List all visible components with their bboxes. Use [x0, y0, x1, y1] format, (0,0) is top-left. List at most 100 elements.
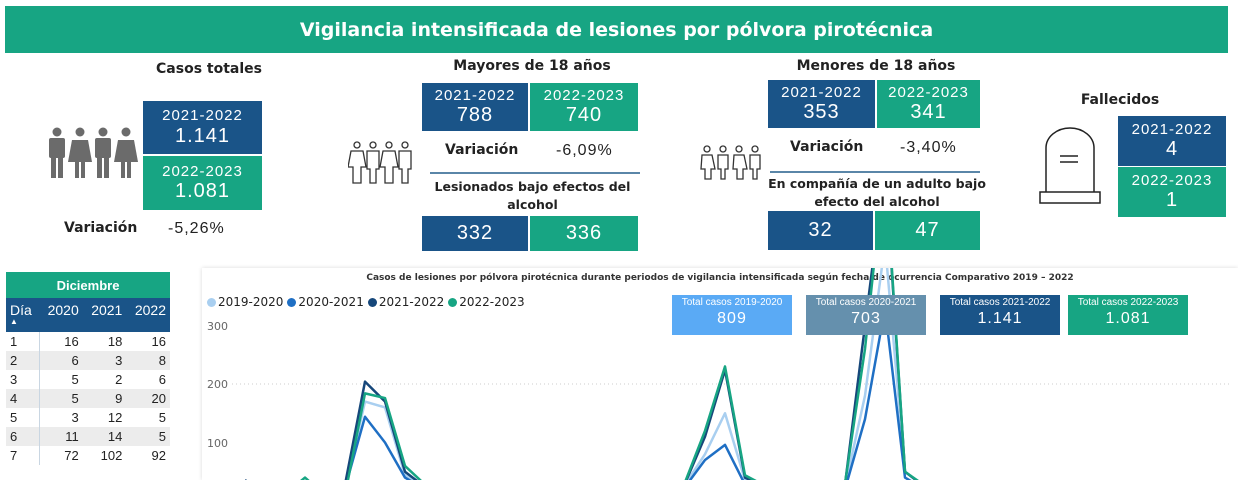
column-header-2021[interactable]: 2021	[82, 298, 127, 332]
legend-item[interactable]: 2019-2020	[207, 295, 283, 309]
table-cell: 12	[107, 410, 123, 425]
table-cell: 6	[39, 351, 83, 370]
people-icon	[49, 127, 138, 178]
table-cell: 6	[158, 372, 166, 387]
table-cell: 2	[115, 372, 123, 387]
variacion-label: Variación	[445, 142, 519, 158]
alcohol-subtitle: Lesionados bajo efectos del alcohol	[434, 179, 631, 212]
mayores-alcohol-2021-2022: 332	[422, 216, 528, 251]
period-label: 2021-2022	[781, 83, 862, 101]
column-header-2020[interactable]: 2020	[39, 298, 83, 332]
table-cell: 11	[39, 427, 83, 446]
line-chart	[232, 268, 1230, 480]
legend-dot-icon	[287, 298, 297, 307]
table-cell: 7	[6, 446, 40, 465]
table-cell: 5	[126, 427, 170, 446]
table-cell: 72	[64, 448, 79, 463]
y-tick-label: 200	[207, 378, 228, 391]
table-row: 4 5 9 20	[6, 389, 170, 408]
period-value: 4	[1165, 138, 1179, 161]
column-label: Día	[10, 302, 32, 318]
kpi-total-card: Total casos 2019-2020 809	[672, 295, 792, 335]
menores-alcohol-2021-2022: 32	[768, 211, 873, 250]
period-label: 2022-2023	[1131, 171, 1213, 189]
kpi-value: 1.081	[1105, 310, 1151, 327]
series-line-2020-2021	[345, 306, 912, 480]
kpi-label: Total casos 2021-2022	[949, 297, 1051, 308]
kpi-value: 809	[717, 310, 747, 327]
kpi-total-card: Total casos 2022-2023 1.081	[1068, 295, 1188, 335]
table-cell: 1	[6, 332, 40, 351]
chart-title: Casos de lesiones por pólvora pirotécnic…	[366, 273, 1074, 283]
table-row: 7 72 102 92	[6, 446, 170, 465]
legend-label: 2022-2023	[459, 295, 525, 309]
table-cell: 3	[6, 370, 40, 389]
casos-totales-2022-2023: 2022-2023 1.081	[143, 156, 262, 210]
variacion-value: -6,09%	[556, 142, 613, 159]
table-cell: 14	[82, 427, 127, 446]
table-title: Diciembre	[6, 272, 170, 298]
table-cell: 18	[107, 334, 123, 349]
tombstone-icon	[1039, 127, 1101, 204]
casos-totales-2021-2022: 2021-2022 1.141	[143, 101, 262, 154]
legend-label: 2019-2020	[218, 295, 284, 309]
table-cell: 5	[39, 389, 83, 408]
legend-item[interactable]: 2020-2021	[287, 295, 364, 309]
mayores-title: Mayores de 18 años	[453, 58, 611, 74]
column-header-dia[interactable]: Día ▲	[6, 298, 40, 332]
period-value: 1	[1165, 189, 1179, 212]
y-tick-label: 100	[207, 437, 228, 450]
y-tick-label: 300	[207, 320, 228, 333]
kpi-label: Total casos 2020-2021	[815, 297, 917, 308]
table-cell: 102	[100, 448, 123, 463]
table-cell: 3	[71, 410, 79, 425]
series-line-2022-2023	[300, 268, 919, 480]
value: 332	[456, 222, 494, 244]
children-icon	[700, 145, 761, 180]
kpi-value: 703	[851, 310, 881, 327]
variacion-label: Variación	[64, 220, 138, 236]
legend-item[interactable]: 2022-2023	[448, 295, 525, 309]
kpi-label: Total casos 2019-2020	[681, 297, 783, 308]
period-label: 2021-2022	[1131, 120, 1213, 138]
table-row: 1 16 18 16	[6, 332, 170, 351]
mayores-2022-2023: 2022-2023 740	[530, 83, 638, 131]
series-line-2021-2022	[244, 268, 918, 480]
chart-panel: Casos de lesiones por pólvora pirotécnic…	[202, 268, 1238, 480]
fallecidos-2021-2022: 2021-2022 4	[1118, 116, 1226, 166]
dashboard-title: Vigilancia intensificada de lesiones por…	[5, 6, 1228, 53]
chart-legend: 2019-2020 2020-2021 2021-2022 2022-2023	[207, 295, 525, 309]
column-header-2022[interactable]: 2022	[126, 298, 170, 332]
menores-title: Menores de 18 años	[796, 58, 956, 74]
kpi-label: Total casos 2022-2023	[1077, 297, 1179, 308]
adults-icon	[348, 141, 412, 184]
period-label: 2022-2023	[162, 162, 243, 180]
variacion-label: Variación	[790, 139, 864, 155]
december-table: Diciembre Día ▲ 2020 2021 2022 1 16 18 16 2 6 3…	[6, 272, 170, 465]
legend-item[interactable]: 2021-2022	[367, 295, 444, 309]
kpi-total-card: Total casos 2021-2022 1.141	[940, 295, 1060, 335]
period-value: 1.081	[174, 180, 231, 203]
table-row: 5 3 12 5	[6, 408, 170, 427]
menores-alcohol-2022-2023: 47	[875, 211, 980, 250]
table-cell: 9	[82, 389, 127, 408]
period-value: 788	[456, 104, 494, 127]
period-value: 740	[565, 104, 603, 127]
kpi-value: 1.141	[977, 310, 1023, 327]
table-cell: 16	[64, 334, 79, 349]
period-value: 1.141	[174, 124, 231, 147]
table-cell: 16	[151, 334, 166, 349]
kpi-total-card: Total casos 2020-2021 703	[806, 295, 926, 335]
period-label: 2021-2022	[162, 107, 243, 125]
table-cell: 6	[6, 427, 40, 446]
table-cell: 4	[6, 389, 40, 408]
fallecidos-2022-2023: 2022-2023 1	[1118, 167, 1226, 217]
table-cell: 3	[82, 351, 127, 370]
period-value: 341	[910, 101, 947, 124]
casos-totales-title: Casos totales	[156, 61, 262, 77]
table-cell: 5	[6, 408, 40, 427]
value: 47	[915, 219, 940, 241]
divider	[770, 171, 980, 173]
sort-ascending-icon: ▲	[10, 317, 18, 326]
